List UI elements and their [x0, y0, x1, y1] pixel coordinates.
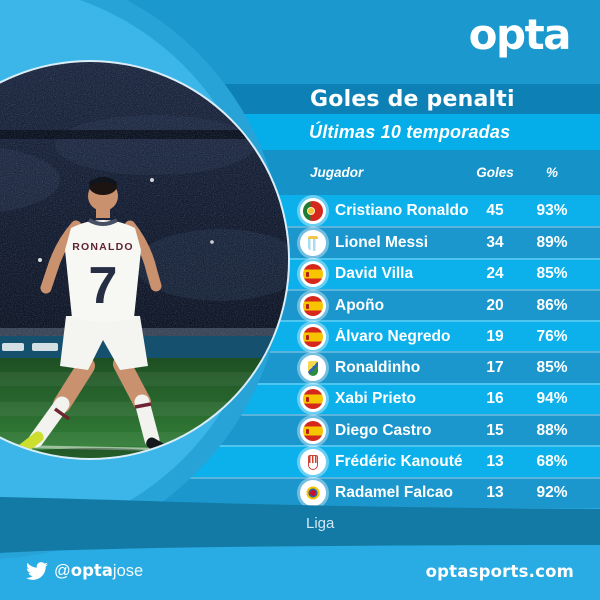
goals-value: 45 — [486, 201, 504, 219]
pct-value: 92% — [536, 484, 568, 502]
argentina-badge-icon — [300, 229, 326, 256]
spain-badge-icon — [300, 292, 326, 319]
goals-value: 13 — [486, 484, 504, 502]
website-url: optasports.com — [425, 562, 574, 581]
pct-value: 86% — [536, 296, 568, 314]
player-name: Ronaldinho — [335, 359, 421, 377]
twitter-icon — [26, 562, 48, 580]
pct-value: 89% — [536, 233, 568, 251]
handle-at: @ — [54, 562, 71, 580]
page-subtitle: Últimas 10 temporadas — [309, 121, 511, 142]
footnote-liga: Liga — [306, 515, 335, 532]
pct-value: 93% — [536, 201, 568, 219]
portugal-badge-icon — [300, 197, 326, 224]
player-name: Radamel Falcao — [335, 484, 454, 502]
goals-value: 16 — [486, 390, 504, 408]
player-name: Álvaro Negredo — [335, 327, 451, 345]
brazil-badge-icon — [300, 355, 326, 382]
player-name: Diego Castro — [335, 421, 432, 439]
player-name: Xabi Prieto — [335, 390, 416, 408]
goals-value: 15 — [486, 421, 504, 439]
handle-opta: opta — [70, 561, 113, 580]
goals-value: 17 — [486, 359, 504, 377]
player-name: Frédéric Kanouté — [335, 453, 463, 471]
player-photo: RONALDO 7 — [0, 62, 288, 458]
pct-value: 88% — [536, 421, 568, 439]
column-header-goals: Goles — [476, 165, 514, 180]
goals-value: 24 — [486, 265, 504, 283]
handle-jose: jose — [112, 562, 144, 580]
pct-value: 85% — [536, 359, 568, 377]
player-name: Apoño — [335, 296, 385, 314]
goals-value: 20 — [486, 296, 504, 314]
colombia-badge-icon — [300, 480, 326, 507]
pct-value: 68% — [536, 453, 568, 471]
sevilla-badge-icon — [300, 449, 326, 476]
player-name: Cristiano Ronaldo — [335, 201, 469, 219]
spain-badge-icon — [300, 323, 326, 350]
column-header-player: Jugador — [310, 165, 364, 180]
pct-value: 94% — [536, 390, 568, 408]
pct-value: 85% — [536, 265, 568, 283]
pct-value: 76% — [536, 327, 568, 345]
player-name: Lionel Messi — [335, 233, 429, 251]
goals-value: 13 — [486, 453, 504, 471]
goals-value: 34 — [486, 233, 504, 251]
page-title: Goles de penalti — [310, 86, 515, 112]
jersey-number: 7 — [89, 257, 118, 315]
spain-badge-icon — [300, 386, 326, 413]
column-header-pct: % — [545, 165, 558, 180]
spain-badge-icon — [300, 417, 326, 444]
spain-badge-icon — [300, 261, 326, 288]
goals-value: 19 — [486, 327, 504, 345]
player-name: David Villa — [335, 265, 414, 283]
jersey-name: RONALDO — [72, 241, 133, 253]
twitter-handle: @optajose — [26, 560, 143, 582]
opta-logo: opta — [468, 10, 572, 59]
